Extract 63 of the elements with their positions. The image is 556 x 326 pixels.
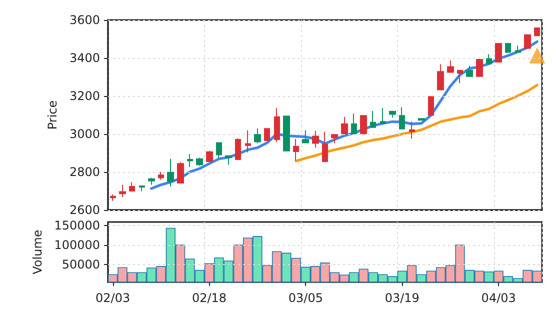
- candlestick: [196, 157, 203, 166]
- candlestick: [331, 134, 338, 144]
- candlestick: [515, 45, 521, 53]
- candlestick: [476, 59, 483, 77]
- x-tick-label: 02/03: [96, 291, 130, 305]
- candlestick: [495, 43, 502, 62]
- candlestick: [409, 121, 415, 140]
- candlestick: [505, 43, 511, 53]
- candlestick: [274, 108, 280, 143]
- x-tick-label: 02/18: [192, 291, 227, 305]
- candlestick: [302, 130, 309, 144]
- candlestick: [534, 27, 540, 36]
- candlestick: [428, 96, 434, 116]
- candlestick: [466, 65, 473, 77]
- candlestick: [360, 114, 367, 134]
- y-tick-label: 3200: [69, 89, 100, 103]
- candlestick: [312, 130, 319, 148]
- x-tick-label: 04/03: [481, 291, 516, 305]
- line-series: [294, 84, 538, 162]
- candlestick: [437, 64, 444, 90]
- candlestick: [158, 171, 164, 180]
- y-tick-label: 150000: [54, 218, 100, 233]
- candlestick: [245, 130, 251, 153]
- candlestick: [418, 118, 425, 121]
- candlestick: [264, 128, 270, 141]
- candlestick: [322, 131, 328, 162]
- candlestick: [524, 34, 531, 49]
- candlestick: [148, 177, 155, 186]
- candlestick: [139, 185, 145, 192]
- y-tick-label: 100000: [54, 238, 100, 252]
- y-tick-label: 3400: [69, 51, 100, 65]
- candlestick: [110, 194, 116, 202]
- candlestick: [225, 155, 232, 166]
- candlestick: [283, 116, 290, 152]
- candlestick: [235, 138, 241, 160]
- candlestick: [399, 106, 405, 130]
- x-tick-label: 03/19: [384, 291, 420, 305]
- candlestick: [389, 110, 396, 118]
- candlestick: [254, 128, 261, 144]
- y-axis-title: Price: [46, 100, 60, 130]
- x-tick-label: 03/05: [288, 291, 324, 305]
- y-tick-label: 50000: [62, 257, 100, 272]
- y-tick-label: 3600: [69, 13, 100, 27]
- candlestick: [447, 60, 454, 73]
- y-tick-label: 2800: [69, 165, 100, 179]
- y-tick-label: 3000: [69, 127, 100, 141]
- candlestick: [187, 153, 193, 168]
- candlestick: [293, 138, 299, 162]
- candlestick: [457, 70, 463, 84]
- y-tick-label: 2600: [69, 203, 100, 217]
- candlestick: [177, 162, 184, 184]
- candlestick: [216, 142, 222, 160]
- candlestick: [341, 116, 348, 134]
- candlestick: [380, 108, 386, 124]
- y-axis-title: Volume: [30, 230, 44, 274]
- candlestick: [351, 113, 357, 134]
- candlestick: [486, 54, 492, 64]
- line-series: [150, 40, 538, 190]
- candlestick: [206, 150, 213, 162]
- candlestick: [167, 158, 174, 187]
- candlestick: [119, 184, 126, 198]
- candlestick: [129, 182, 135, 192]
- candlestick: [370, 110, 376, 128]
